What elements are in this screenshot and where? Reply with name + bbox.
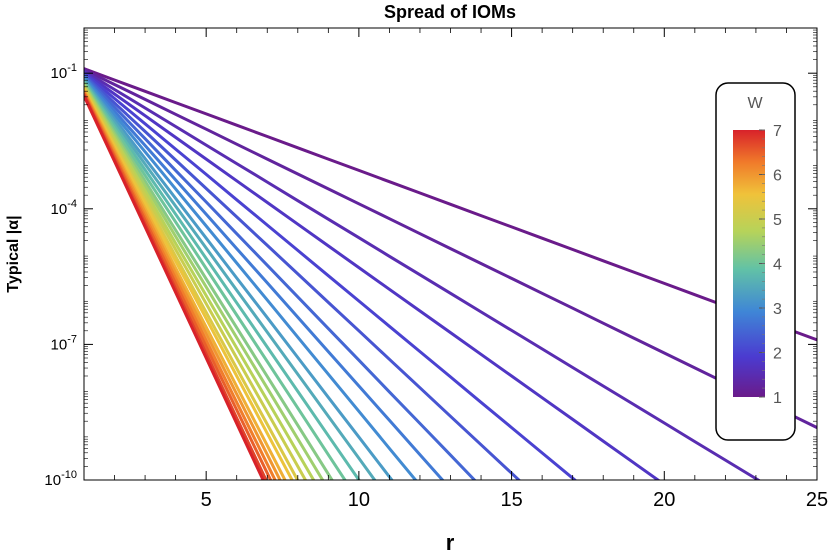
series-line-w-3 xyxy=(84,76,418,480)
colorbar-legend: W 1 2 3 4 5 6 7 xyxy=(715,82,796,441)
series-line-w-4 xyxy=(84,81,347,480)
colorbar-tick-label: 2 xyxy=(773,346,782,363)
series-line-w-4.25 xyxy=(84,82,334,480)
colorbar-title: W xyxy=(747,95,763,112)
series-line-w-2.5 xyxy=(84,74,477,480)
colorbar-tick-label: 1 xyxy=(773,390,782,407)
series-line-w-2 xyxy=(84,72,578,480)
plot-frame xyxy=(83,27,818,481)
series-line-w-4.75 xyxy=(84,85,316,480)
series-line-w-1.25 xyxy=(84,68,817,429)
series-line-w-3.25 xyxy=(84,78,394,480)
series-line-w-4.5 xyxy=(84,83,325,480)
x-tick-label: 20 xyxy=(653,489,675,511)
x-tick-label: 5 xyxy=(201,489,212,511)
x-tick-label: 25 xyxy=(806,489,828,511)
colorbar-tick-label: 6 xyxy=(773,168,782,185)
y-axis-label: Typical |α| xyxy=(5,215,22,292)
colorbar-tick-label: 4 xyxy=(773,257,782,274)
colorbar-tick-label: 7 xyxy=(773,123,782,140)
x-axis: 5 10 15 20 25 xyxy=(83,28,828,511)
series-line-w-2.25 xyxy=(84,73,522,480)
x-tick-label: 10 xyxy=(348,489,370,511)
y-tick-label: 10-1 xyxy=(51,62,77,82)
x-tick-label: 15 xyxy=(500,489,522,511)
series-line-w-5.5 xyxy=(84,88,294,480)
y-tick-label: 10-4 xyxy=(51,198,77,218)
series-line-w-1.5 xyxy=(84,69,762,480)
colorbar-tick-label: 3 xyxy=(773,301,782,318)
y-axis: 10-1 10-4 10-7 10-10 xyxy=(44,29,817,489)
colorbar-tick-label: 5 xyxy=(773,212,782,229)
series-line-w-2.75 xyxy=(84,75,445,480)
series-line-w-3.5 xyxy=(84,79,377,480)
x-axis-label: r xyxy=(446,530,455,555)
series-group xyxy=(84,67,817,480)
series-line-w-1 xyxy=(84,67,817,342)
y-tick-label: 10-7 xyxy=(51,333,77,353)
series-line-w-7 xyxy=(84,95,265,480)
y-tick-label: 10-10 xyxy=(44,469,77,489)
colorbar-ticks: 1 2 3 4 5 6 7 xyxy=(759,123,782,407)
series-line-w-1.75 xyxy=(84,71,661,480)
series-line-w-3.75 xyxy=(84,80,361,480)
chart-title: Spread of IOMs xyxy=(384,2,516,22)
series-line-w-5 xyxy=(84,86,308,480)
